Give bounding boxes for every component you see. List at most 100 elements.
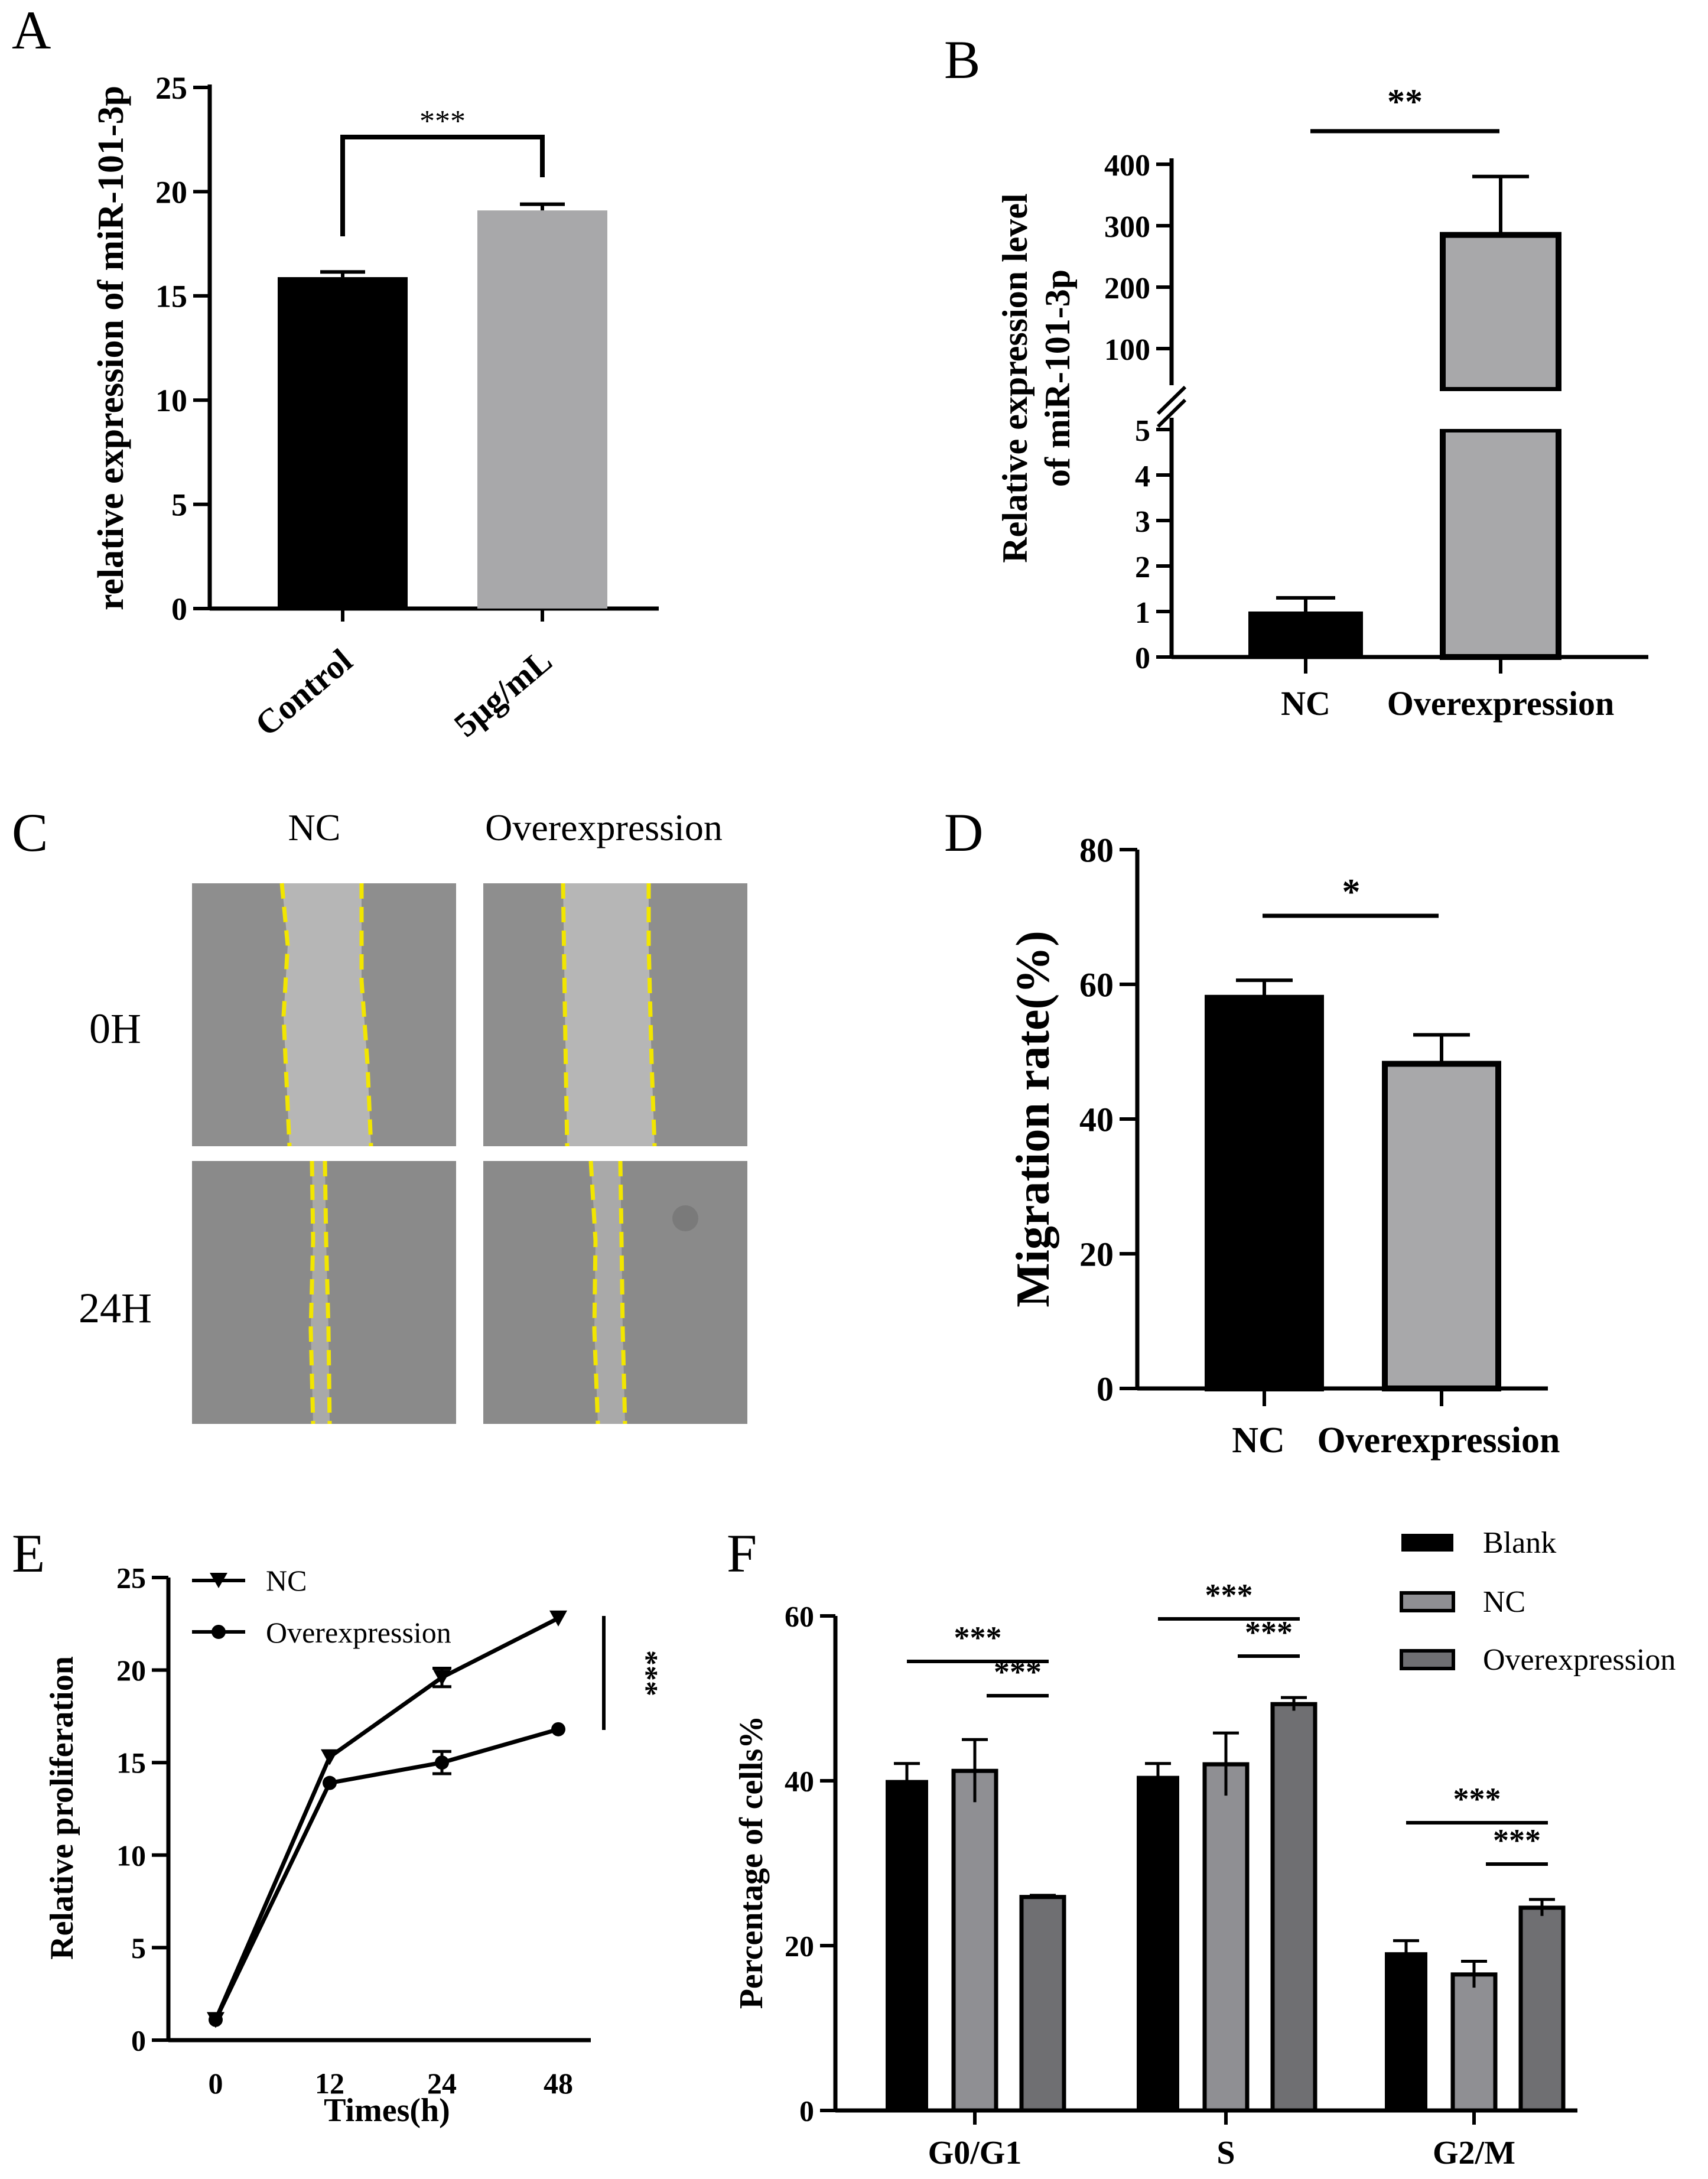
bar-blank-g0g1: [886, 1780, 928, 2110]
panel-label-d: D: [944, 802, 983, 863]
y-tick-label: 0: [131, 2024, 146, 2057]
y-tick-label: 20: [155, 174, 187, 210]
bar-nc: [1205, 994, 1324, 1392]
y-tick-label: 1: [1135, 596, 1150, 630]
y-tick-label: 0: [171, 591, 187, 627]
x-tick-label: 24: [427, 2067, 457, 2100]
x-tick-label: 5μg/mL: [447, 641, 559, 744]
significance-label: **: [1387, 82, 1423, 121]
point-overexpression: [323, 1775, 337, 1790]
bar-overexpression-s: [1270, 1702, 1317, 2113]
point-nc: [321, 1749, 339, 1765]
bar-5-g-ml: [477, 210, 607, 609]
series-line-nc: [213, 1616, 559, 2021]
y-tick-label: 5: [131, 1931, 146, 1965]
significance-label: ***: [630, 1650, 663, 1696]
bar-nc-s: [1202, 1762, 1250, 2113]
panel-label-e: E: [12, 1523, 45, 1583]
y-tick-label: 100: [1104, 333, 1150, 367]
x-tick-label: NC: [1281, 684, 1330, 723]
bar-blank-s: [1137, 1775, 1179, 2110]
y-tick-label: 60: [1079, 965, 1114, 1004]
scratch-column-label-nc: NC: [288, 806, 341, 848]
significance-label: ***: [1453, 1781, 1501, 1817]
point-overexpression: [435, 1755, 449, 1770]
significance-label: *: [1342, 872, 1361, 912]
wound-edge-line: [323, 1160, 332, 1425]
significance-label: ***: [419, 105, 466, 138]
y-tick-label: 10: [116, 1839, 146, 1872]
chart-d: 0 20 40 60 80 NC Overexpression * Migration rate…: [1007, 831, 1560, 1461]
y-tick-label: 0: [1135, 642, 1150, 675]
point-nc: [549, 1610, 567, 1627]
bar-overexpression-lower: [1440, 427, 1561, 660]
scratch-row-label-0h: 0H: [89, 1005, 141, 1052]
wound-edge-line: [561, 883, 570, 1147]
y-tick-label: 10: [155, 383, 187, 418]
bar-blank-g2m: [1385, 1952, 1427, 2110]
wound-edge-line: [279, 883, 292, 1147]
scratch-image-overexpression-0h: [483, 883, 747, 1147]
bar-control: [278, 277, 408, 609]
scratch-image-nc-0h: [192, 883, 456, 1147]
legend-marker-nc: [210, 1573, 227, 1588]
axis-break-gap: [1430, 391, 1577, 429]
y-tick-label: 15: [116, 1747, 146, 1780]
y-tick-label: 20: [1079, 1235, 1114, 1273]
y-tick-label: 60: [785, 1600, 814, 1633]
significance-bracket: [340, 135, 545, 236]
y-axis-title: relative expression of miR-101-3p: [91, 86, 131, 610]
scratch-image-nc-24h: [192, 1160, 456, 1425]
y-tick-label: 80: [1079, 831, 1114, 869]
wound-edge-line: [308, 1160, 315, 1425]
legend-label-overexpression: Overexpression: [266, 1616, 451, 1649]
wound-edge-line: [618, 1160, 627, 1425]
significance-label: ***: [1493, 1823, 1541, 1858]
y-tick-label: 2: [1135, 551, 1150, 584]
bar-overexpression-g2m: [1518, 1905, 1566, 2113]
bar-overexpression-g0g1: [1019, 1895, 1066, 2113]
y-axis-title: of miR-101-3p: [1038, 269, 1077, 487]
scratch-assay-panel: NC Overexpression 0H 24H: [79, 806, 747, 1425]
y-axis-title: Migration rate(%): [1007, 931, 1059, 1308]
scratch-row-label-24h: 24H: [79, 1284, 152, 1332]
point-overexpression: [209, 2012, 223, 2027]
panel-label-c: C: [12, 802, 48, 863]
y-tick-label: 40: [785, 1765, 814, 1798]
legend-label-overexpression: Overexpression: [1483, 1643, 1676, 1677]
x-tick-label: G2/M: [1433, 2135, 1515, 2171]
legend-marker-overexpression: [212, 1625, 226, 1639]
y-axis-title: Percentage of cells%: [733, 1716, 770, 2009]
legend-label-blank: Blank: [1483, 1526, 1556, 1560]
y-tick-label: 20: [116, 1654, 146, 1687]
bar-nc: [1248, 612, 1363, 657]
bar-nc-g2m: [1450, 1972, 1498, 2113]
y-tick-label: 300: [1104, 210, 1150, 244]
x-tick-label: Control: [248, 641, 359, 743]
x-axis-title: Times(h): [324, 2092, 450, 2129]
bar-nc-g0g1: [951, 1768, 998, 2113]
y-tick-label: 25: [155, 70, 187, 106]
x-tick-label: G0/G1: [928, 2135, 1022, 2171]
legend-label-nc: NC: [266, 1564, 307, 1597]
significance-label: ***: [994, 1654, 1042, 1690]
significance-label: ***: [954, 1620, 1002, 1656]
x-tick-label: NC: [1232, 1420, 1285, 1461]
scratch-column-label-overexpression: Overexpression: [485, 806, 723, 848]
y-tick-label: 4: [1135, 460, 1150, 493]
x-tick-label: 12: [315, 2067, 344, 2100]
x-tick-label: Overexpression: [1387, 684, 1615, 723]
point-overexpression: [551, 1722, 565, 1736]
point-nc: [433, 1670, 451, 1686]
y-tick-label: 5: [171, 487, 187, 523]
panel-label-f: F: [727, 1523, 757, 1583]
y-tick-label: 0: [1097, 1370, 1114, 1408]
y-axis-title: Relative expression level: [995, 193, 1034, 562]
y-tick-label: 5: [1135, 414, 1150, 448]
significance-label: ***: [1245, 1615, 1293, 1650]
axis-break-mark: [1156, 385, 1187, 415]
series-line-overexpression: [213, 1727, 559, 2021]
x-tick-label: S: [1216, 2135, 1235, 2171]
chart-b: 0 1 2 3 4 5 100 200 300 400 NC Overexpression ** Rela…: [995, 82, 1648, 723]
